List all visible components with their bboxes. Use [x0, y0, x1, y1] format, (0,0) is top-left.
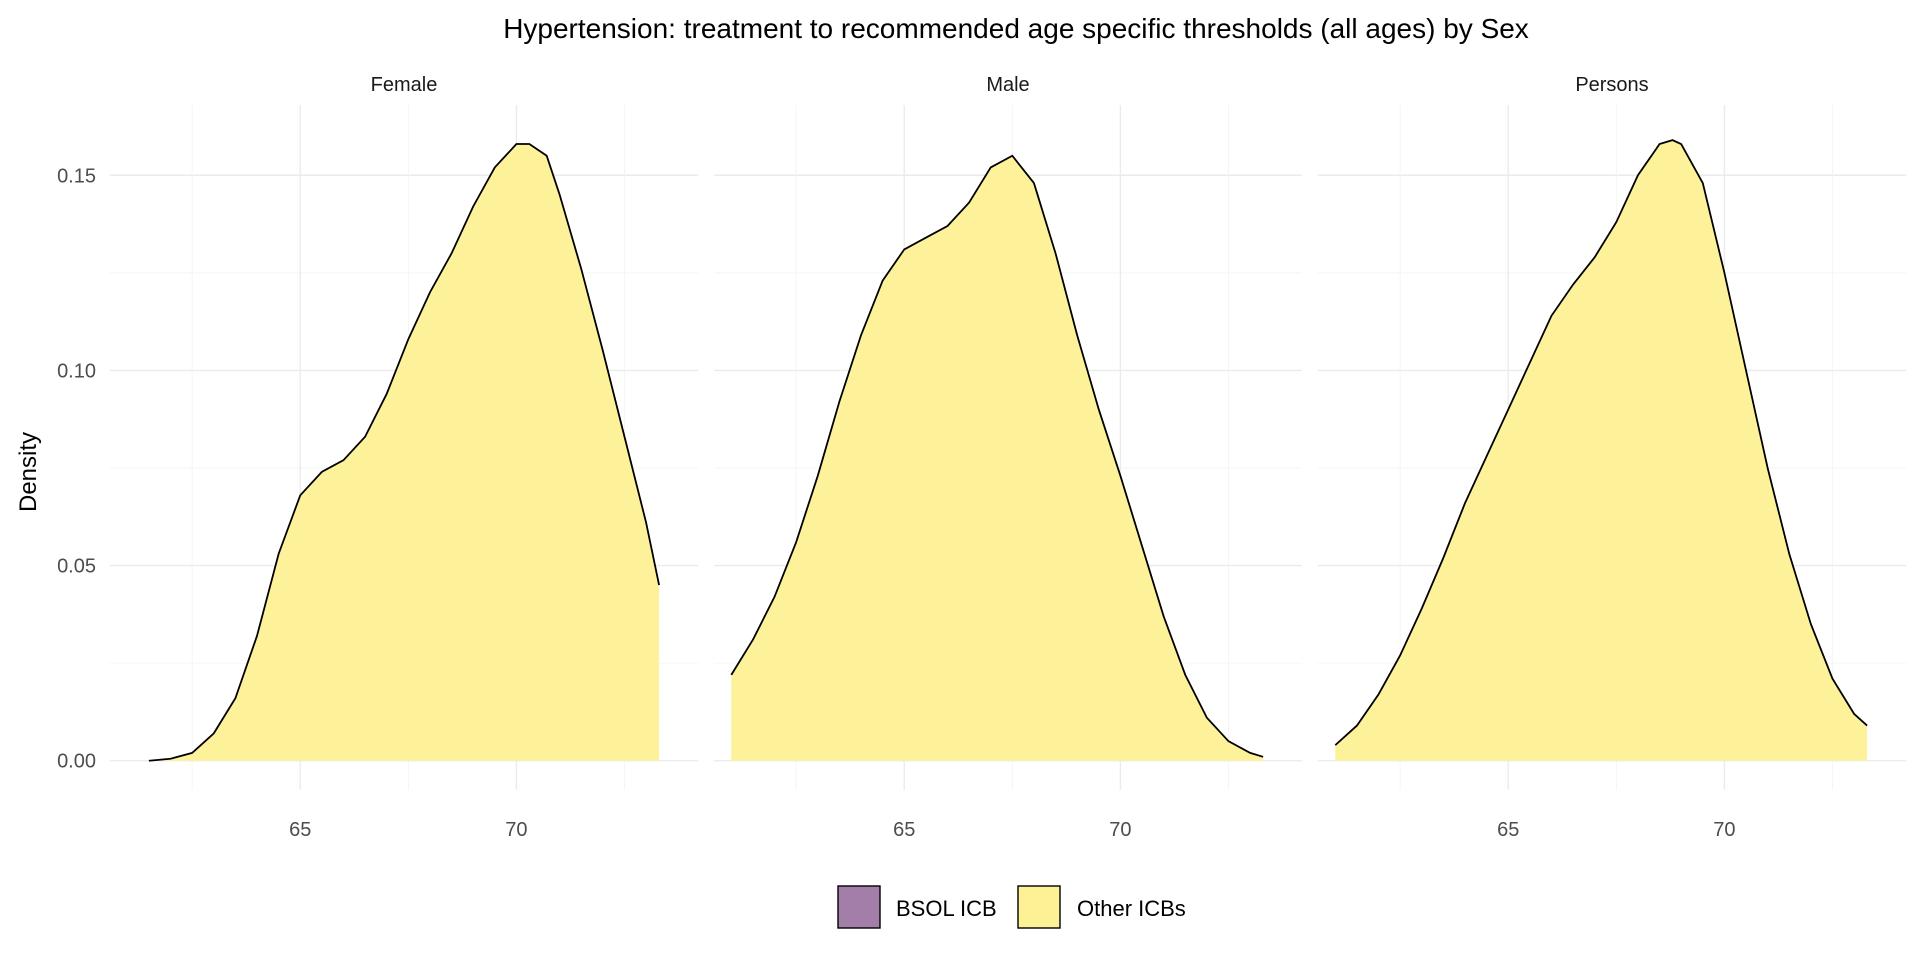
density-curve-male [730, 154, 1264, 758]
x-tick-label: 70 [505, 819, 527, 841]
facet-strip-label: Male [986, 74, 1029, 96]
facet-panel-male: 65 70 Male [714, 74, 1302, 841]
y-axis: 0.00 0.05 0.10 0.15 [57, 165, 96, 772]
y-tick-label: 0.05 [57, 556, 96, 578]
density-area-female [148, 144, 660, 761]
legend-label: Other ICBs [1077, 896, 1186, 921]
facet-panel-persons: 65 70 Persons [1318, 74, 1906, 841]
y-tick-label: 0.15 [57, 165, 96, 187]
x-tick-label: 65 [1497, 819, 1519, 841]
facet-panels: 65 70 Female 65 70 Male 65 70 Persons [110, 74, 1906, 841]
legend: BSOL ICB Other ICBs [837, 885, 1186, 929]
x-tick-label: 65 [893, 819, 915, 841]
facet-strip-label: Female [371, 74, 438, 96]
x-tick-label: 70 [1109, 819, 1131, 841]
legend-label: BSOL ICB [896, 896, 997, 921]
y-axis-title: Density [15, 432, 42, 512]
density-area-persons [1335, 140, 1868, 761]
density-curve-female [148, 143, 660, 762]
x-tick-label: 70 [1713, 819, 1735, 841]
x-tick-label: 65 [289, 819, 311, 841]
legend-swatch [837, 885, 881, 929]
facet-strip-label: Persons [1575, 74, 1648, 96]
chart-title: Hypertension: treatment to recommended a… [503, 13, 1529, 44]
y-tick-label: 0.10 [57, 360, 96, 382]
legend-swatch [1017, 885, 1061, 929]
y-tick-label: 0.00 [57, 751, 96, 773]
density-curve-persons [1334, 139, 1868, 746]
facet-panel-female: 65 70 Female [110, 74, 698, 841]
density-area-male [731, 155, 1264, 761]
